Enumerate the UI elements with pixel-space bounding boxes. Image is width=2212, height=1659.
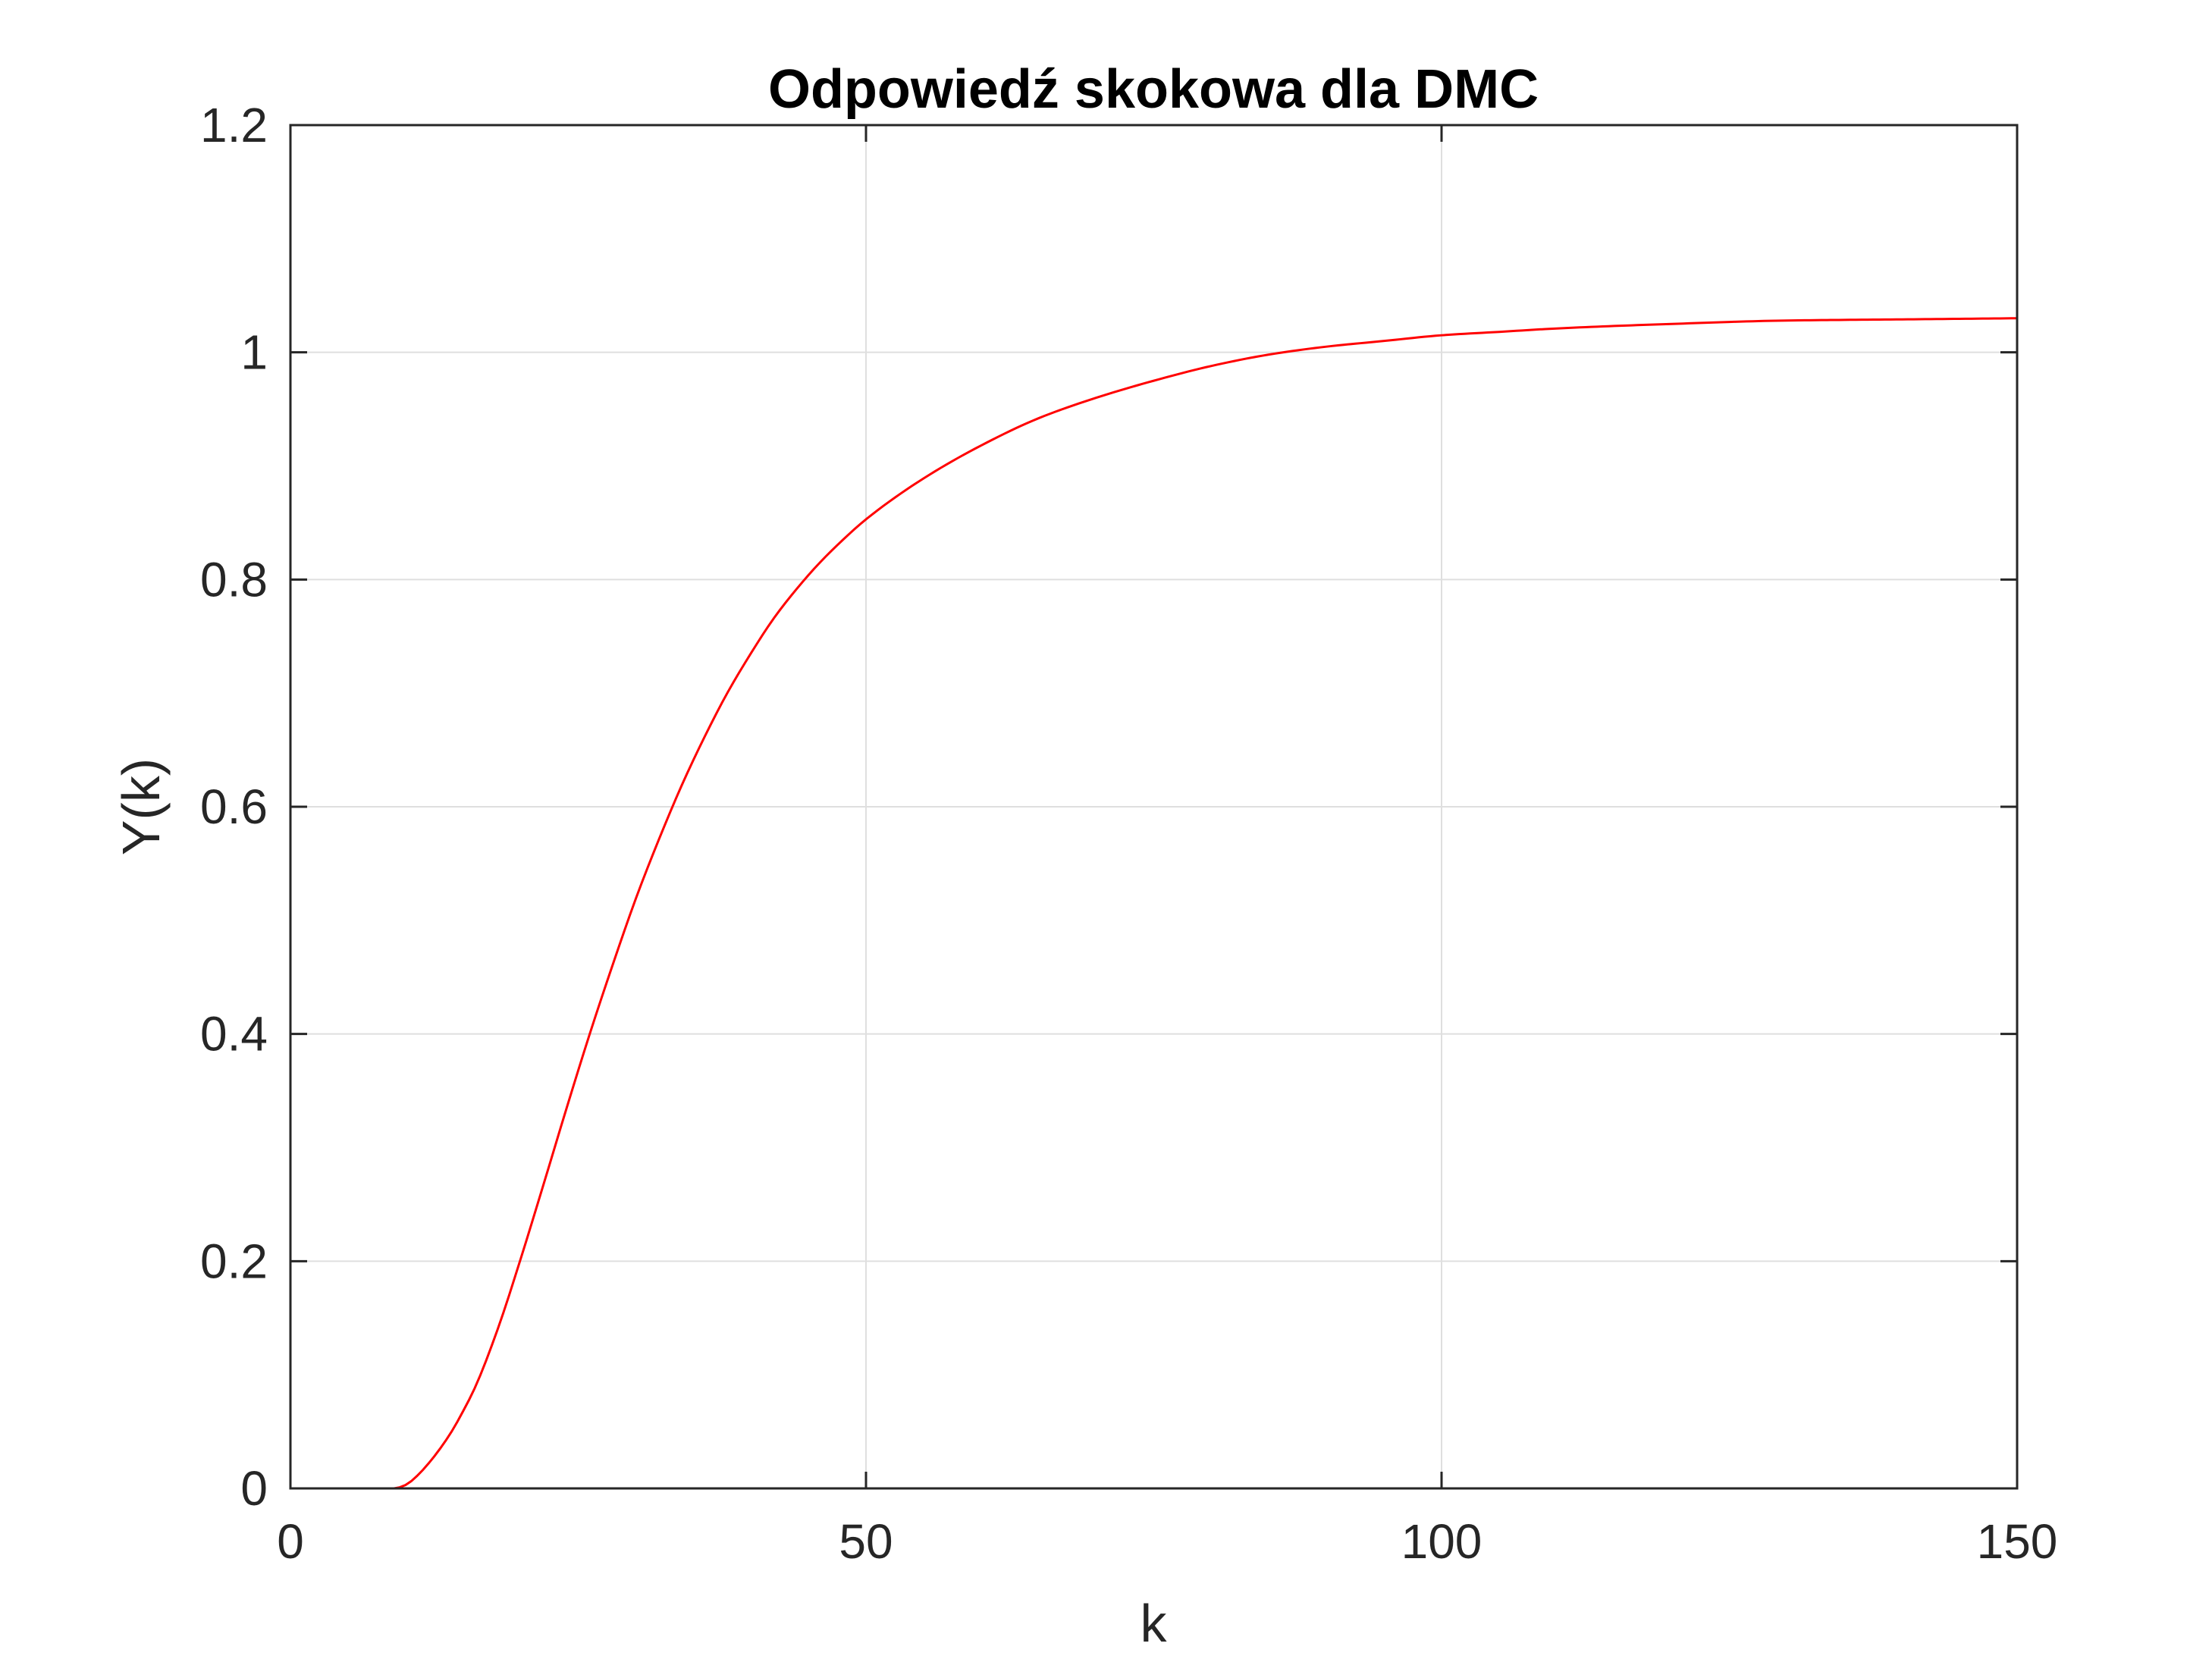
- y-tick-label: 1.2: [200, 98, 268, 152]
- y-tick-label: 0.4: [200, 1007, 268, 1062]
- y-tick-label: 0.2: [200, 1234, 268, 1288]
- x-tick-label: 0: [277, 1514, 304, 1569]
- y-tick-label: 0: [240, 1461, 268, 1516]
- x-tick-label: 150: [1977, 1514, 2058, 1569]
- y-axis-label: Y(k): [111, 758, 171, 855]
- x-tick-labels: 0 50 100 150: [277, 1514, 2057, 1569]
- series-line-y-of-k: [290, 317, 2018, 1490]
- series-layer: [290, 317, 2018, 1490]
- chart-title: Odpowiedź skokowa dla DMC: [768, 59, 1539, 120]
- tick-marks: [289, 124, 2019, 1490]
- y-tick-label: 0.6: [200, 779, 268, 834]
- y-tick-label: 0.8: [200, 552, 268, 607]
- y-tick-label: 1: [240, 325, 268, 380]
- x-tick-label: 100: [1401, 1514, 1483, 1569]
- x-axis-label: k: [1141, 1594, 1168, 1653]
- y-tick-labels: 0 0.2 0.4 0.6 0.8 1 1.2: [200, 98, 268, 1516]
- grid-lines: [290, 125, 2017, 1488]
- x-tick-label: 50: [839, 1514, 893, 1569]
